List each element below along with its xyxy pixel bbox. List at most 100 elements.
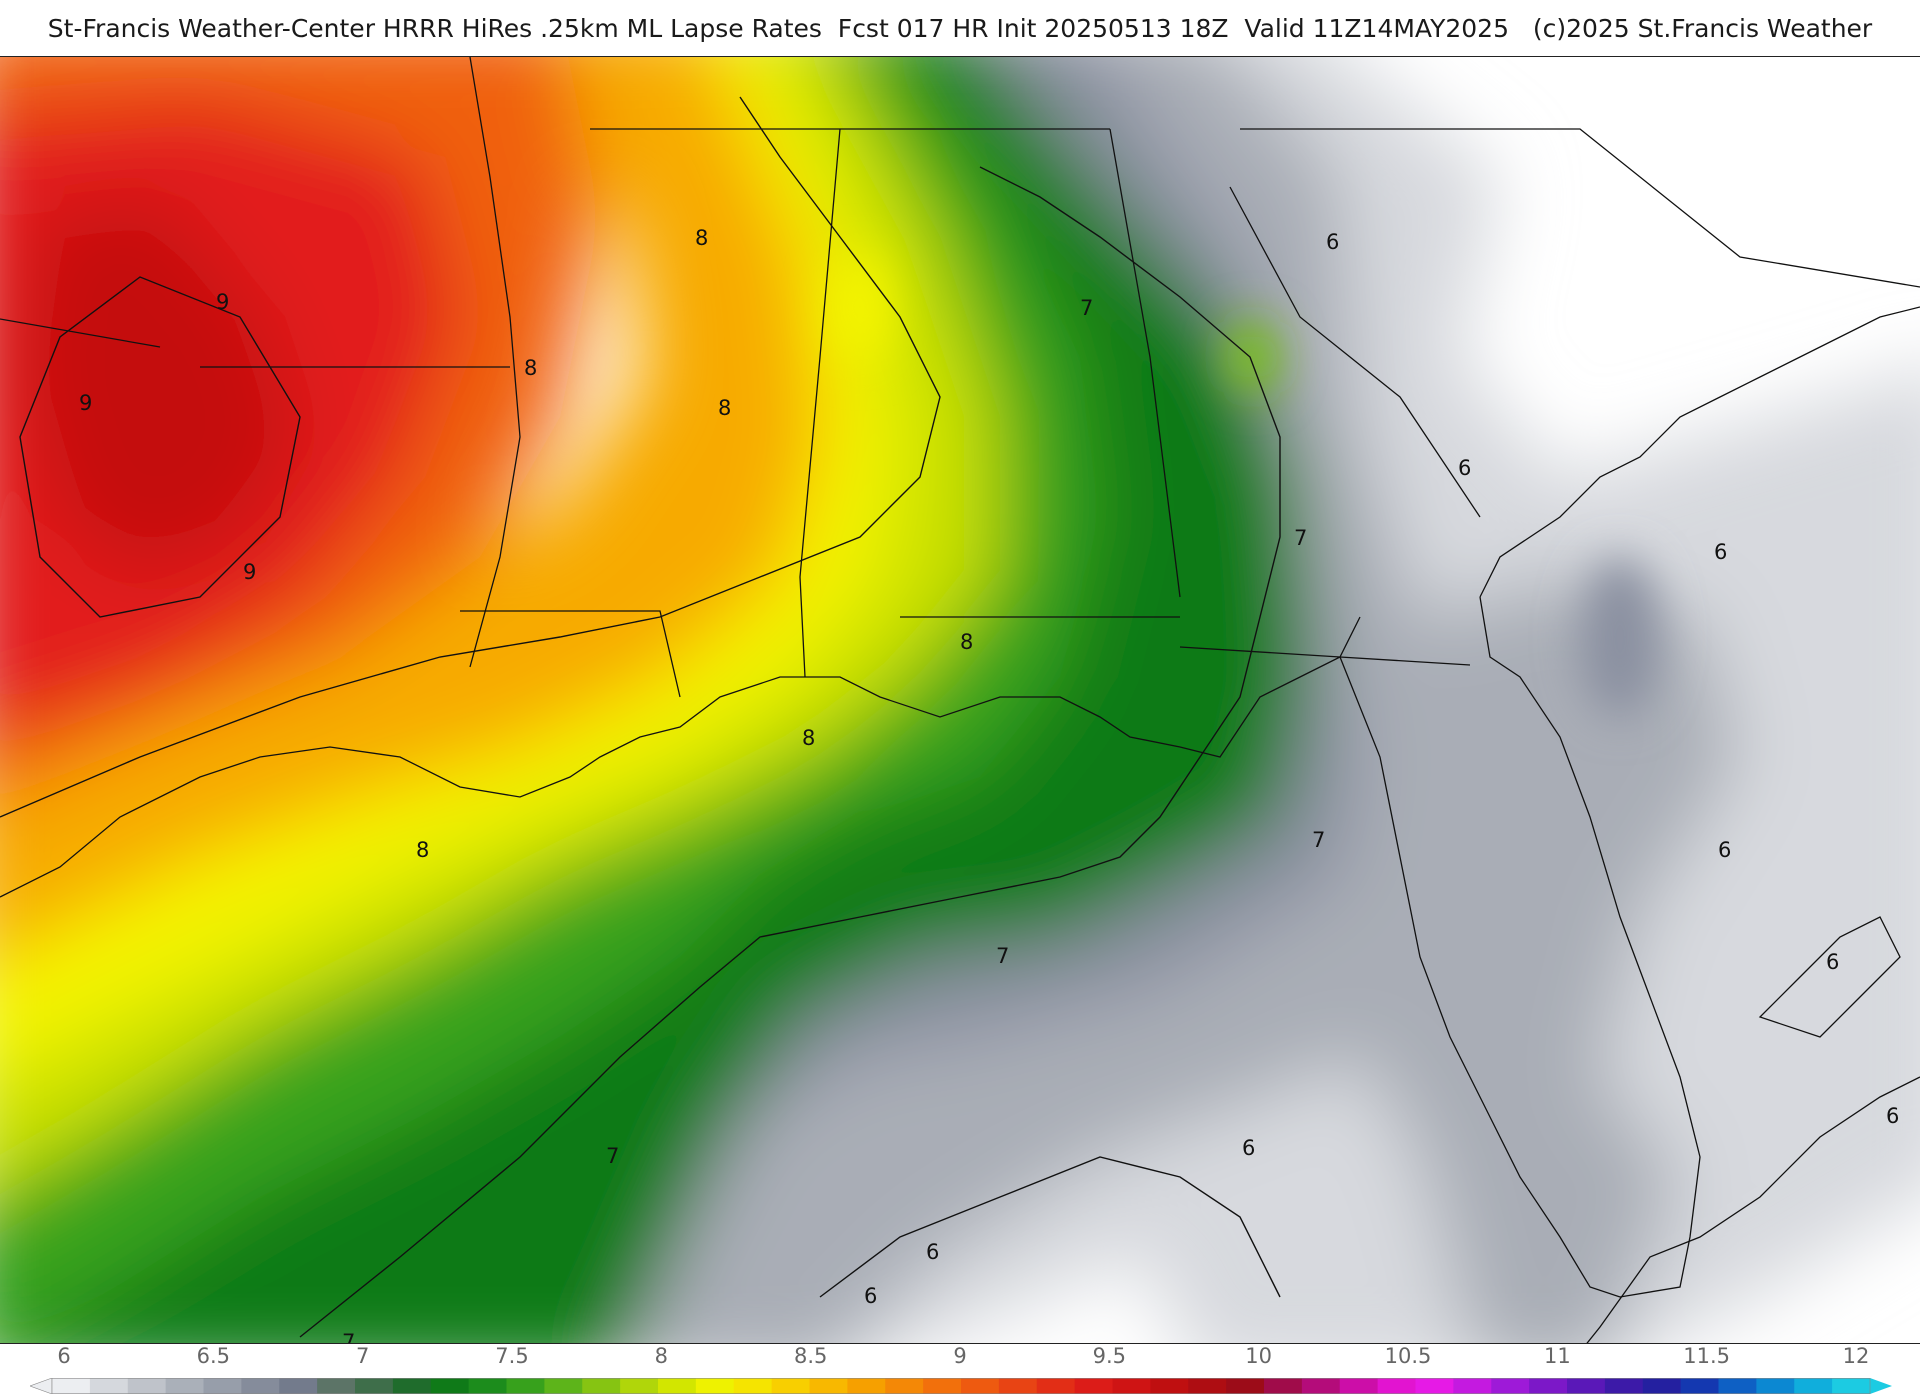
state-border-arkansas-north: [0, 318, 161, 348]
contour-label: 7: [1312, 828, 1325, 852]
colorbar-swatch: [1377, 1378, 1416, 1394]
colorbar-tick-label: 11: [1543, 1344, 1571, 1368]
colorbar-swatch: [1226, 1378, 1265, 1394]
colorbar-swatch: [1415, 1378, 1454, 1394]
colorbar-swatch: [847, 1378, 886, 1394]
colorbar-tick-label: 9: [953, 1344, 967, 1368]
contour-label: 6: [926, 1240, 939, 1264]
contour-6-line: [819, 1156, 1281, 1298]
contour-label: 6: [1886, 1104, 1899, 1128]
contour-label: 9: [79, 391, 92, 415]
dark-red-core: [20, 197, 300, 577]
colorbar-swatch: [506, 1378, 545, 1394]
contour-label: 6: [1718, 838, 1731, 862]
light-green-pocket: [1224, 319, 1280, 395]
colorbar-tick-label: 10.5: [1384, 1344, 1432, 1368]
colorbar-swatch: [1529, 1378, 1568, 1394]
gulf-coastline: [0, 616, 1361, 898]
colorbar-tick-label: 7.5: [495, 1344, 529, 1368]
colorbar-tick-label: 8: [654, 1344, 669, 1368]
contour-label: 6: [1242, 1136, 1255, 1160]
colorbar-tick-label: 7: [355, 1344, 370, 1368]
colorbar-swatch: [1188, 1378, 1227, 1394]
contour-label: 8: [718, 396, 731, 420]
colorbar-swatch: [1453, 1378, 1492, 1394]
contour-label: 9: [216, 290, 229, 314]
colorbar-swatch: [733, 1378, 773, 1394]
state-border-la-ms: [460, 610, 681, 698]
colorbar-swatch: [317, 1378, 356, 1394]
colorbar-max-arrow: [1870, 1378, 1892, 1394]
colorbar-tick-labels: 6 6.5 7 7.5 8 8.5 9 9.5 10 10.5 11 11.5 12: [0, 1344, 1920, 1372]
colorbar-swatch: [1794, 1378, 1833, 1394]
contour-9-line: [19, 276, 301, 618]
colorbar-swatch: [1264, 1378, 1303, 1394]
colorbar-swatch: [923, 1378, 962, 1394]
colorbar-swatch: [430, 1378, 470, 1394]
contour-label: 6: [1826, 950, 1839, 974]
florida-coastline: [1339, 596, 1701, 1298]
contour-label: 9: [243, 560, 256, 584]
state-border-al-ga: [1109, 128, 1181, 598]
colorbar-swatch: [127, 1378, 167, 1394]
colorbar-swatch: [1604, 1378, 1644, 1394]
contour-label: 8: [802, 726, 815, 750]
state-border-ms-al: [799, 128, 841, 678]
bahamas-outline: [1758, 916, 1901, 1038]
colorbar-swatch: [1642, 1378, 1682, 1394]
colorbar-tick-label: 9.5: [1092, 1344, 1127, 1368]
contour-label: 8: [695, 226, 708, 250]
colorbar-swatch: [203, 1378, 242, 1394]
colorbar-swatch: [392, 1378, 432, 1394]
contour-label: 7: [1080, 296, 1093, 320]
map-panel: 9 9 9 8 8 8 8 8 8 7 7 7 7 7 7 6 6 6 6 6 …: [0, 56, 1920, 1344]
contour-7-line: [299, 166, 1281, 1338]
colorbar-swatch: [1491, 1378, 1530, 1394]
colorbar-swatch: [279, 1378, 318, 1394]
colorbar-outline: [51, 1378, 1871, 1394]
chart-title: St-Francis Weather-Center HRRR HiRes .25…: [47, 13, 1873, 43]
cuba-coastline: [1586, 1076, 1920, 1343]
colorbar-swatch: [695, 1378, 735, 1394]
contour-labels: 9 9 9 8 8 8 8 8 8 7 7 7 7 7 7 6 6 6 6 6 …: [79, 226, 1899, 1343]
colorbar-swatch: [1036, 1378, 1076, 1394]
colorbar-swatch: [1074, 1378, 1113, 1394]
colorbar-swatch: [468, 1378, 507, 1394]
contour-label: 6: [1326, 230, 1339, 254]
colorbar-swatch: [1150, 1378, 1189, 1394]
contour-label: 7: [342, 1330, 355, 1343]
colorbar-tick-label: 11.5: [1683, 1344, 1731, 1368]
colorbar-swatch: [1680, 1378, 1719, 1394]
colorbar-swatch: [885, 1378, 924, 1394]
contour-label: 8: [960, 630, 973, 654]
colorbar: [30, 1378, 1892, 1394]
colorbar-tick-label: 8.5: [793, 1344, 828, 1368]
colorbar-swatch: [1339, 1378, 1379, 1394]
yellow-pocket-ga: [830, 252, 890, 362]
colorbar-swatch: [52, 1378, 91, 1394]
colorbar-swatch: [165, 1378, 204, 1394]
contour-label: 7: [1294, 526, 1307, 550]
map-outlines: [0, 57, 1920, 1343]
colorbar-tick-label: 12: [1842, 1344, 1870, 1368]
light-grey-atlantic: [1580, 557, 1660, 717]
colorbar-swatch: [582, 1378, 621, 1394]
lapse-rate-map: 9 9 9 8 8 8 8 8 8 7 7 7 7 7 7 6 6 6 6 6 …: [0, 57, 1920, 1343]
lapse-rate-fill: [0, 57, 1920, 1343]
colorbar-swatch: [1112, 1378, 1151, 1394]
contour-label: 6: [864, 1284, 877, 1308]
colorbar-swatch: [241, 1378, 280, 1394]
colorbar-tick-label: 10: [1245, 1344, 1273, 1368]
colorbar-swatch: [658, 1378, 697, 1394]
colorbar-swatch: [771, 1378, 810, 1394]
contour-8-line: [0, 96, 941, 818]
colorbar-swatch: [1756, 1378, 1795, 1394]
colorbar-swatch: [961, 1378, 1000, 1394]
colorbar-tick-label: 6.5: [196, 1344, 231, 1368]
state-border-ga-sc: [1229, 186, 1481, 518]
colorbar-swatch: [809, 1378, 848, 1394]
colorbar-swatch: [544, 1378, 583, 1394]
colorbar-min-arrow: [30, 1378, 53, 1394]
colorbar-swatch: [1832, 1378, 1871, 1394]
state-border-nc-sc: [1240, 128, 1920, 288]
